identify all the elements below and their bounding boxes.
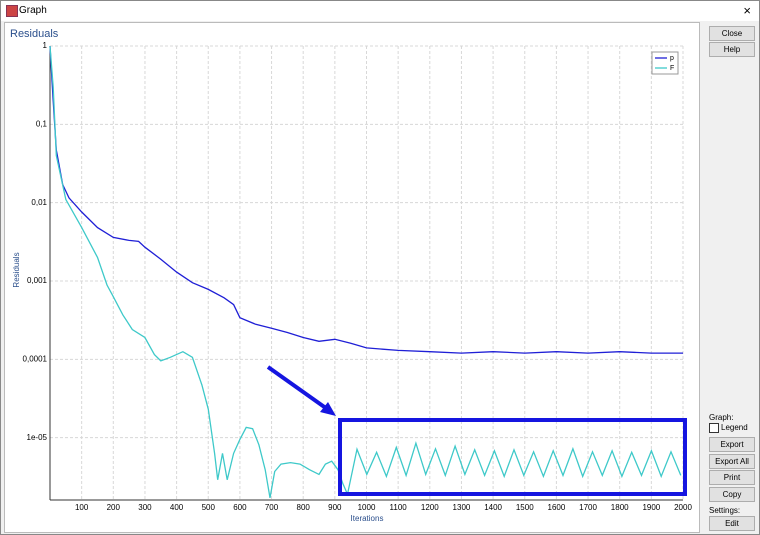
x-tick-label: 300 [138,503,152,512]
x-tick-label: 1400 [484,503,502,512]
app-icon [6,5,18,17]
y-tick-label: 1 [43,41,48,50]
side-panel: Close Help Graph: Legend Export Export All Pri… [703,23,759,533]
button[interactable]: Copy [709,486,755,502]
button[interactable]: Close [709,26,755,41]
close-x[interactable]: × [743,3,751,18]
x-tick-label: 1500 [516,503,534,512]
section-label: Graph: [709,413,734,422]
annotation-arrow [266,365,332,413]
x-tick-label: 800 [297,503,311,512]
checkbox-label: Legend [721,423,748,433]
series-line [49,45,682,499]
highlight-box [338,418,687,496]
arrow-head [320,402,336,416]
y-tick-label: 1e-05 [27,433,48,442]
button[interactable]: Help [709,42,755,57]
x-tick-label: 1200 [421,503,439,512]
series-line [49,45,683,354]
x-tick-label: 1600 [548,503,566,512]
x-tick-label: 200 [107,503,121,512]
x-tick-label: 1800 [611,503,629,512]
legend-label: F [670,65,674,72]
x-tick-label: 900 [328,503,342,512]
legend-checkbox[interactable]: Legend [709,423,748,433]
x-tick-label: 400 [170,503,184,512]
section-label: Settings: [709,506,741,515]
legend-label: p [670,55,674,62]
x-tick-label: 1000 [358,503,376,512]
plot-panel [4,22,700,533]
x-tick-label: 700 [265,503,279,512]
x-tick-label: 1300 [453,503,471,512]
button[interactable]: Edit [709,516,755,531]
x-axis-label: Iterations [351,514,384,523]
title-bar: Graph × [1,1,759,21]
button[interactable]: Export [709,437,755,452]
button[interactable]: Export All [709,453,755,469]
y-tick-label: 0,001 [27,276,48,285]
chart: Residuals Iterations Residuals 1 0,1 0,01 0… [4,22,700,533]
button[interactable]: Print [709,470,755,485]
x-tick-label: 500 [202,503,216,512]
x-tick-label: 1100 [390,503,408,512]
y-axis-label: Residuals [12,252,21,287]
x-tick-label: 600 [233,503,247,512]
x-tick-label: 2000 [674,503,692,512]
y-tick-label: 0,01 [31,198,47,207]
checkbox[interactable] [709,423,719,433]
y-tick-label: 0,1 [36,119,48,128]
window-title: Graph [19,5,47,16]
chart-title: Residuals [10,28,59,40]
y-tick-label: 0,0001 [23,354,48,363]
x-tick-label: 100 [75,503,89,512]
x-tick-label: 1900 [642,503,660,512]
x-tick-label: 1700 [579,503,597,512]
